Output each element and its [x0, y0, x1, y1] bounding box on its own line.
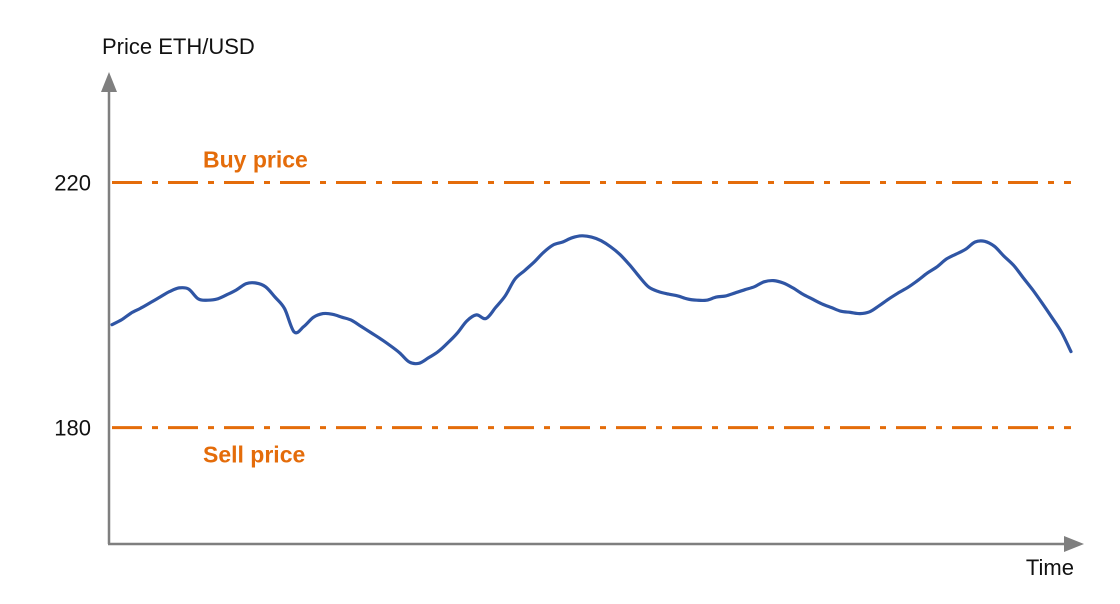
- y-tick-label: 220: [54, 171, 91, 196]
- y-axis-title: Price ETH/USD: [102, 34, 255, 59]
- y-axis-arrow-icon: [101, 72, 117, 92]
- price-series: [110, 234, 1073, 366]
- reference-line-label: Sell price: [203, 442, 305, 468]
- reference-line-label: Buy price: [203, 147, 308, 173]
- price-series-line: [110, 234, 1073, 366]
- y-tick-label: 180: [54, 416, 91, 441]
- x-axis: [108, 536, 1084, 552]
- x-axis-title: Time: [1026, 555, 1074, 580]
- y-axis: [101, 72, 117, 544]
- reference-lines: Buy price Sell price: [112, 147, 1071, 468]
- y-tick-labels: 220 180: [54, 171, 91, 441]
- x-axis-arrow-icon: [1064, 536, 1084, 552]
